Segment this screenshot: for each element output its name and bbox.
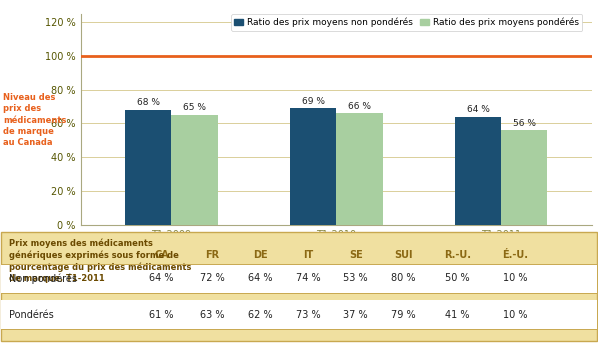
Text: 69 %: 69 % — [302, 97, 325, 106]
Text: Non pondérés: Non pondérés — [9, 273, 77, 284]
Text: É.-U.: É.-U. — [502, 250, 529, 260]
Text: 68 %: 68 % — [137, 98, 160, 107]
Text: 80 %: 80 % — [392, 273, 416, 283]
Text: 73 %: 73 % — [295, 310, 321, 320]
Text: SUI: SUI — [395, 250, 413, 260]
Text: 65 %: 65 % — [183, 104, 206, 113]
FancyBboxPatch shape — [1, 264, 597, 293]
Text: 66 %: 66 % — [348, 102, 371, 111]
Bar — [336, 113, 383, 225]
Text: 63 %: 63 % — [200, 310, 224, 320]
Bar — [501, 130, 548, 225]
Text: 74 %: 74 % — [295, 273, 321, 283]
Bar — [455, 117, 501, 225]
Text: SE: SE — [349, 250, 362, 260]
Text: Niveau des
prix des
médicaments
de marque
au Canada: Niveau des prix des médicaments de marqu… — [3, 93, 66, 147]
Text: 64 %: 64 % — [467, 105, 490, 114]
Text: 10 %: 10 % — [504, 273, 527, 283]
Text: 79 %: 79 % — [391, 310, 416, 320]
Bar — [290, 108, 336, 225]
Text: 10 %: 10 % — [504, 310, 527, 320]
Text: 62 %: 62 % — [248, 310, 273, 320]
Text: 50 %: 50 % — [445, 273, 470, 283]
Text: 64 %: 64 % — [150, 273, 173, 283]
Text: 61 %: 61 % — [150, 310, 173, 320]
Text: CA: CA — [154, 250, 169, 260]
Text: 56 %: 56 % — [513, 119, 536, 128]
Text: R.-U.: R.-U. — [444, 250, 471, 260]
Text: FR: FR — [205, 250, 219, 260]
FancyBboxPatch shape — [1, 232, 597, 341]
Text: Prix moyens des médicaments
génériques exprimés sous forme de
pourcentage du pri: Prix moyens des médicaments génériques e… — [9, 239, 191, 283]
Text: 37 %: 37 % — [343, 310, 368, 320]
Bar — [172, 115, 218, 225]
Legend: Ratio des prix moyens non pondérés, Ratio des prix moyens pondérés: Ratio des prix moyens non pondérés, Rati… — [231, 14, 582, 31]
Bar — [125, 110, 172, 225]
Text: Pondérés: Pondérés — [9, 310, 54, 320]
Text: 72 %: 72 % — [200, 273, 225, 283]
Text: DE: DE — [253, 250, 267, 260]
Text: 64 %: 64 % — [248, 273, 272, 283]
Text: 41 %: 41 % — [446, 310, 469, 320]
Text: IT: IT — [303, 250, 313, 260]
Text: 53 %: 53 % — [343, 273, 368, 283]
FancyBboxPatch shape — [1, 300, 597, 329]
